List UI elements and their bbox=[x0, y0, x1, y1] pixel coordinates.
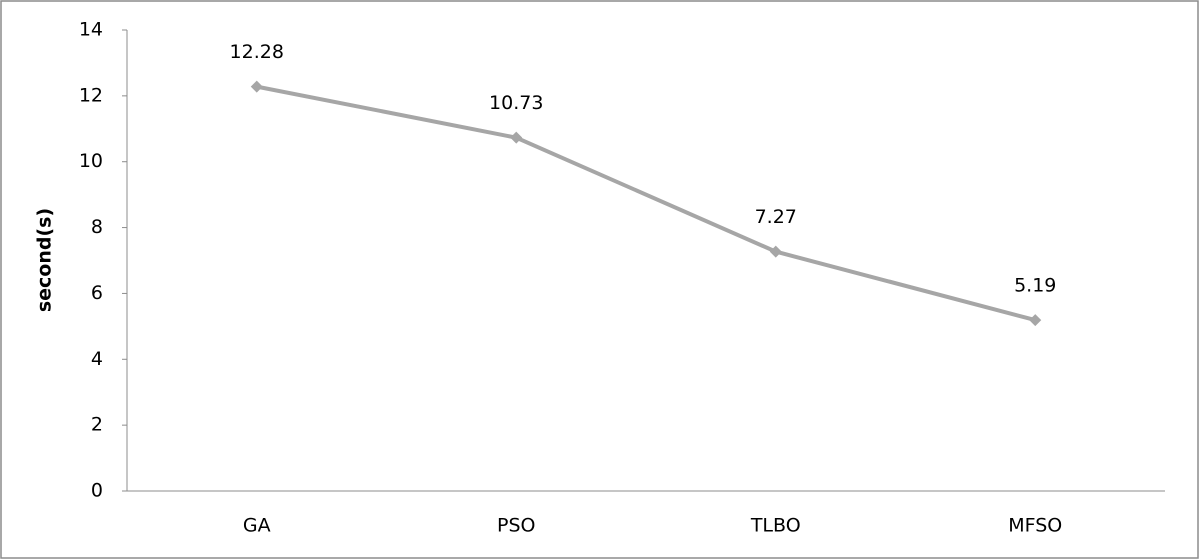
y-tick-label: 14 bbox=[79, 19, 103, 41]
y-tick-label: 8 bbox=[91, 216, 103, 238]
data-label: 5.19 bbox=[1014, 275, 1056, 297]
marker bbox=[769, 245, 782, 258]
y-tick-label: 2 bbox=[91, 414, 103, 436]
x-tick-label: PSO bbox=[497, 515, 535, 537]
x-tick-label: TLBO bbox=[750, 515, 801, 537]
data-label: 12.28 bbox=[230, 41, 284, 63]
marker bbox=[250, 80, 263, 93]
data-label: 10.73 bbox=[489, 92, 543, 114]
x-tick-label: GA bbox=[243, 515, 271, 537]
marker bbox=[510, 131, 523, 144]
y-tick-label: 0 bbox=[91, 480, 103, 502]
line bbox=[256, 84, 1036, 323]
data-label: 7.27 bbox=[755, 206, 797, 228]
marker bbox=[1029, 314, 1042, 327]
y-tick-label: 10 bbox=[79, 150, 103, 172]
y-tick-label: 4 bbox=[91, 348, 103, 370]
y-tick-label: 12 bbox=[79, 84, 103, 106]
y-tick-label: 6 bbox=[91, 282, 103, 304]
y-axis-title: second(s) bbox=[34, 208, 56, 312]
x-tick-label: MFSO bbox=[1008, 515, 1062, 537]
